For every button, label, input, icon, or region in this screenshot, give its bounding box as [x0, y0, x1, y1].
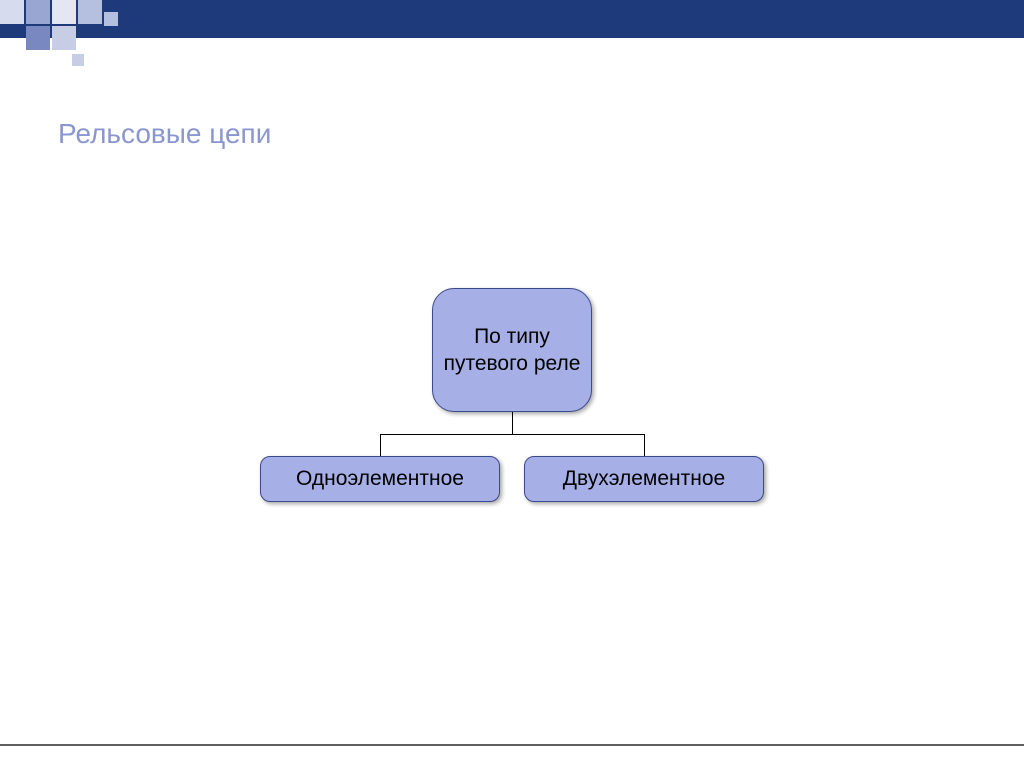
decorative-squares	[0, 0, 140, 70]
connector-hline	[380, 434, 644, 435]
child-node-right-label: Двухэлементное	[563, 467, 725, 491]
child-node-left: Одноэлементное	[260, 456, 500, 502]
deco-sq	[26, 26, 50, 50]
connector-vline-right	[644, 434, 645, 456]
deco-sq	[72, 54, 84, 66]
deco-sq	[52, 0, 76, 24]
bottom-border	[0, 744, 1024, 746]
connector-vline-root	[512, 412, 513, 434]
slide-title: Рельсовые цепи	[58, 118, 271, 150]
tree-diagram: По типу путевого реле Одноэлементное Дву…	[240, 288, 784, 518]
deco-sq	[26, 0, 50, 24]
root-node-label: По типу путевого реле	[433, 323, 591, 378]
connector-vline-left	[380, 434, 381, 456]
child-node-left-label: Одноэлементное	[296, 467, 464, 491]
deco-sq	[78, 0, 102, 24]
header-bar	[0, 0, 1024, 38]
root-node: По типу путевого реле	[432, 288, 592, 412]
deco-sq	[52, 26, 76, 50]
deco-sq	[0, 0, 24, 24]
child-node-right: Двухэлементное	[524, 456, 764, 502]
deco-sq	[104, 12, 118, 26]
